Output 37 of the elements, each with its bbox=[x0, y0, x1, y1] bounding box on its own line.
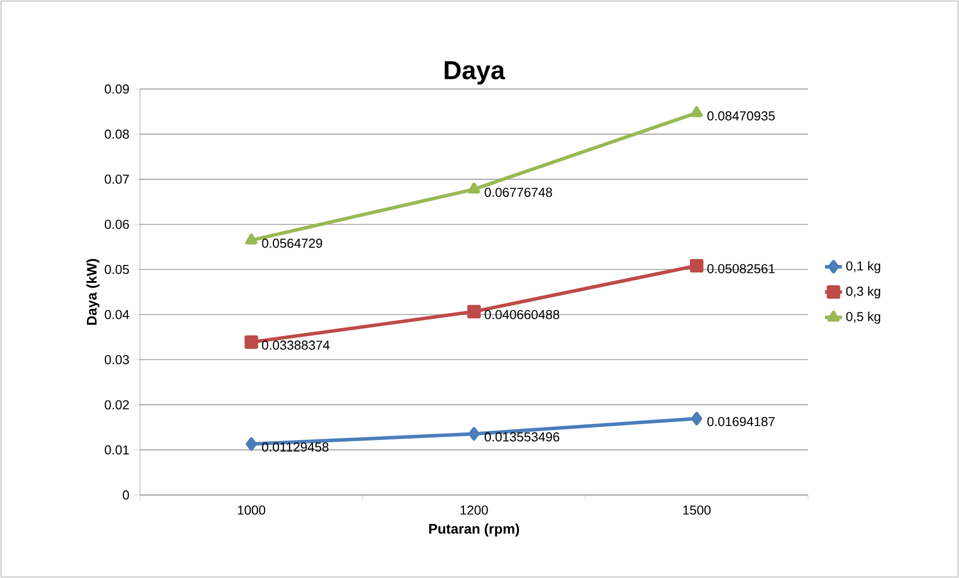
x-tick-label: 1200 bbox=[460, 506, 488, 515]
point bbox=[244, 335, 258, 349]
chart-title: Daya bbox=[444, 61, 506, 85]
y-tick-label: 0.05 bbox=[104, 264, 129, 274]
x-tick-label: 1000 bbox=[238, 506, 266, 515]
y-tick-label: 0.08 bbox=[104, 130, 129, 139]
data-label: 0.01129458 bbox=[262, 442, 328, 452]
legend-label: 0,1 kg bbox=[846, 261, 880, 274]
data-label: 0.01694187 bbox=[707, 416, 775, 426]
y-tick-label: 0 bbox=[122, 490, 129, 500]
y-tick-label: 0.04 bbox=[104, 310, 130, 320]
data-label: 0.0564729 bbox=[262, 238, 322, 248]
data-label: 0.08470935 bbox=[707, 111, 775, 120]
point bbox=[468, 182, 480, 194]
legend-label: 0,3 kg bbox=[846, 286, 880, 298]
point bbox=[468, 427, 480, 441]
y-tick-label: 0.03 bbox=[104, 355, 129, 364]
point bbox=[245, 233, 258, 244]
data-label: 0.03388374 bbox=[262, 340, 330, 350]
point bbox=[690, 106, 703, 118]
data-label: 0.06776748 bbox=[484, 188, 552, 197]
point bbox=[246, 437, 257, 451]
x-tick-label: 1500 bbox=[683, 506, 711, 515]
y-tick-label: 0.02 bbox=[104, 400, 129, 410]
y-tick-label: 0.01 bbox=[104, 445, 129, 454]
y-tick-label: 0.07 bbox=[104, 174, 129, 184]
point bbox=[690, 258, 704, 272]
x-axis-title: Putaran (rpm) bbox=[429, 524, 520, 537]
legend-label: 0,5 kg bbox=[846, 312, 880, 324]
y-tick-label: 0.09 bbox=[104, 84, 129, 94]
data-label: 0.05082561 bbox=[707, 264, 775, 274]
point bbox=[691, 412, 702, 426]
data-label: 0.013553496 bbox=[484, 432, 560, 442]
y-axis-title: Daya (kW) bbox=[86, 259, 100, 325]
data-label: 0.040660488 bbox=[484, 310, 560, 320]
point bbox=[467, 304, 481, 318]
y-tick-label: 0.06 bbox=[104, 220, 129, 229]
